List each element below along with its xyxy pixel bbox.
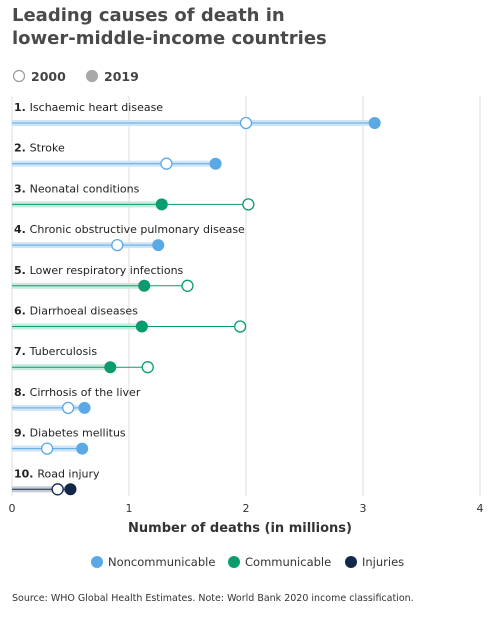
- x-axis: 0 1 2 3 4 Number of deaths (in millions): [9, 502, 484, 536]
- chart-rows: 1. Ischaemic heart disease 2. Stroke 3. Ne…: [12, 101, 381, 496]
- point-2019: [155, 198, 168, 211]
- point-2000: [160, 157, 173, 170]
- category-label: 2. Stroke: [14, 142, 65, 155]
- legend-marker: [345, 556, 357, 568]
- chart-row: 8. Cirrhosis of the liver: [12, 386, 141, 415]
- year-legend: 2000 2019: [12, 69, 139, 84]
- category-rank: 5.: [14, 264, 30, 277]
- category-name: Diabetes mellitus: [30, 427, 126, 440]
- category-rank: 6.: [14, 305, 30, 318]
- source-text: Source: WHO Global Health Estimates. Not…: [12, 593, 414, 604]
- point-2000: [51, 483, 64, 496]
- chart-row: 1. Ischaemic heart disease: [12, 101, 381, 130]
- legend-label: Noncommunicable: [108, 555, 215, 569]
- year-legend-label: 2019: [104, 69, 139, 84]
- category-name: Tuberculosis: [29, 345, 98, 358]
- chart-title-line: lower-middle-income countries: [12, 28, 327, 49]
- chart-row: 7. Tuberculosis: [12, 345, 154, 374]
- category-name: Road injury: [37, 467, 100, 480]
- chart-row: 6. Diarrhoeal diseases: [12, 305, 247, 333]
- category-legend: Noncommunicable Communicable Injuries: [91, 555, 404, 569]
- point-2019: [152, 239, 165, 252]
- point-2000: [181, 279, 194, 292]
- category-name: Diarrhoeal diseases: [30, 305, 138, 318]
- category-rank: 7.: [14, 345, 30, 358]
- x-tick-label: 3: [360, 502, 367, 515]
- x-tick-label: 2: [243, 502, 250, 515]
- category-label: 8. Cirrhosis of the liver: [14, 386, 141, 399]
- category-rank: 4.: [14, 223, 30, 236]
- x-tick-label: 1: [126, 502, 133, 515]
- category-rank: 10.: [14, 467, 37, 480]
- point-2000: [62, 401, 75, 415]
- category-label: 6. Diarrhoeal diseases: [14, 305, 138, 318]
- point-2000: [239, 116, 253, 130]
- legend-marker: [91, 556, 103, 568]
- point-2000: [111, 238, 124, 252]
- category-label: 1. Ischaemic heart disease: [14, 101, 163, 114]
- point-2000: [242, 198, 255, 211]
- category-rank: 1.: [14, 101, 30, 114]
- point-2000: [40, 442, 54, 455]
- point-2000: [233, 320, 247, 333]
- category-name: Stroke: [30, 142, 65, 155]
- chart-row: 10. Road injury: [12, 467, 100, 496]
- point-2000: [141, 361, 154, 374]
- category-name: Ischaemic heart disease: [30, 101, 164, 114]
- point-2019: [209, 157, 222, 170]
- point-2019: [368, 117, 381, 129]
- category-label: 4. Chronic obstructive pulmonary disease: [14, 223, 245, 236]
- category-rank: 8.: [14, 386, 30, 399]
- year-legend-label: 2000: [31, 69, 66, 84]
- chart-row: 4. Chronic obstructive pulmonary disease: [12, 223, 245, 252]
- year-2019-legend-marker: [85, 69, 99, 83]
- x-tick-label: 4: [477, 502, 484, 515]
- point-2019: [138, 279, 151, 292]
- chart-title-line: Leading causes of death in: [12, 5, 285, 26]
- point-2019: [135, 320, 148, 333]
- point-2019: [104, 361, 117, 374]
- category-rank: 2.: [14, 142, 30, 155]
- point-2019: [78, 401, 91, 414]
- category-label: 5. Lower respiratory infections: [14, 264, 184, 277]
- chart-row: 2. Stroke: [12, 142, 222, 170]
- category-name: Cirrhosis of the liver: [30, 386, 141, 399]
- x-axis-label: Number of deaths (in millions): [128, 521, 352, 536]
- category-name: Chronic obstructive pulmonary disease: [30, 223, 245, 236]
- source-note: Source: WHO Global Health Estimates. Not…: [12, 593, 414, 604]
- legend-marker: [228, 556, 240, 568]
- chart-row: 5. Lower respiratory infections: [12, 264, 194, 292]
- category-label: 3. Neonatal conditions: [14, 182, 140, 195]
- category-label: 7. Tuberculosis: [14, 345, 97, 358]
- category-label: 10. Road injury: [14, 467, 100, 480]
- category-rank: 9.: [14, 427, 30, 440]
- chart-row: 3. Neonatal conditions: [12, 182, 255, 211]
- chart-row: 9. Diabetes mellitus: [12, 427, 126, 455]
- category-name: Neonatal conditions: [30, 182, 140, 195]
- category-label: 9. Diabetes mellitus: [14, 427, 126, 440]
- chart-title: Leading causes of death inlower-middle-i…: [12, 5, 327, 49]
- year-2000-legend-marker: [12, 69, 26, 83]
- x-tick-label: 0: [9, 502, 16, 515]
- legend-label: Injuries: [362, 555, 404, 569]
- point-2019: [76, 442, 89, 455]
- legend-label: Communicable: [245, 555, 331, 569]
- category-name: Lower respiratory infections: [30, 264, 184, 277]
- point-2019: [64, 483, 77, 496]
- category-rank: 3.: [14, 182, 30, 195]
